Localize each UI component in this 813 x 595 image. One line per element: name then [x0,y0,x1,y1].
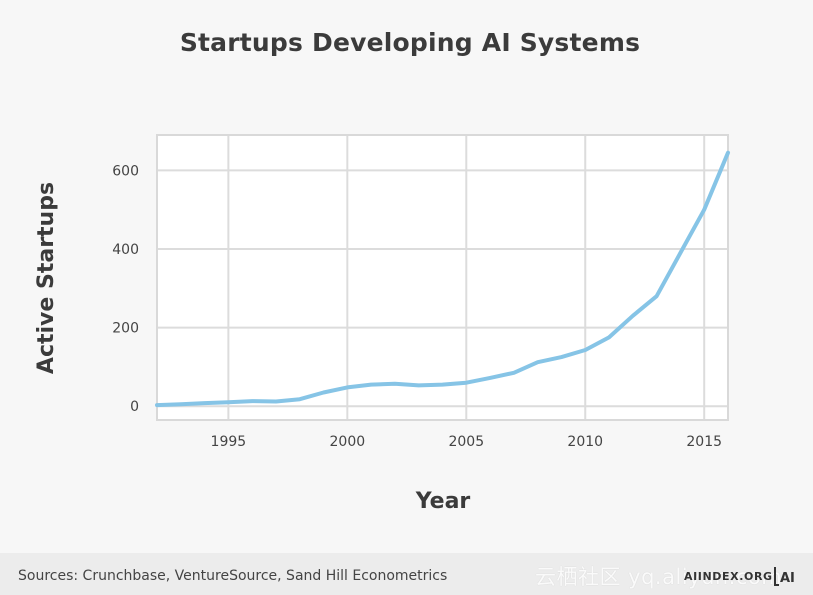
y-axis-label: Active Startups [34,182,59,374]
x-tick-label: 2015 [686,434,722,450]
x-tick-label: 2010 [567,434,603,450]
x-tick-label: 2005 [448,434,484,450]
watermark-text: 云栖社区 yq.aliyun.com [535,565,783,589]
footer: Sources: Crunchbase, VentureSource, Sand… [0,553,813,595]
logo-letters: AI [780,571,795,586]
sources-text: Sources: Crunchbase, VentureSource, Sand… [18,568,448,584]
x-tick-label: 2000 [330,434,366,450]
plot-background [157,135,728,420]
line-chart: 0 200 400 600 1995 2000 2005 2010 2015 Active S… [34,134,730,514]
plot-frame [156,134,729,421]
y-tick-label: 600 [112,163,139,179]
brand-link[interactable]: AIINDEX.ORG [684,570,773,583]
x-axis-label: Year [415,489,471,514]
y-tick-label: 200 [112,321,139,337]
y-tick-label: 0 [130,399,139,415]
x-tick-label: 1995 [211,434,247,450]
y-tick-label: 400 [112,242,139,258]
y-tick-labels: 0 200 400 600 [112,163,139,415]
ai-index-logo-icon: AI [774,567,795,586]
chart-title: Startups Developing AI Systems [179,28,641,57]
series-line [155,150,730,408]
x-tick-labels: 1995 2000 2005 2010 2015 [211,434,722,450]
grid [157,135,728,420]
